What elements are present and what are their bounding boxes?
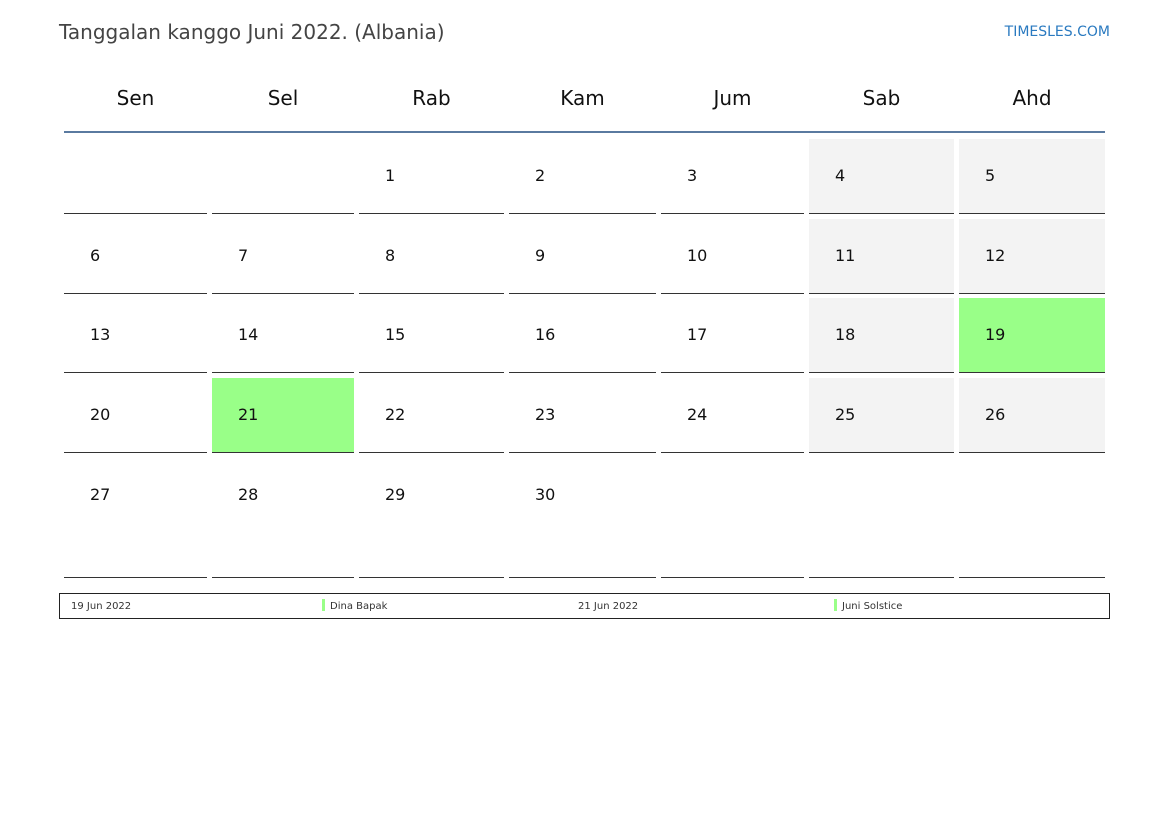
weekday-header: Ahd <box>1012 86 1052 110</box>
day-cell[interactable]: 17 <box>661 298 804 373</box>
day-cell[interactable]: 21 <box>212 378 354 453</box>
day-cell[interactable]: 19 <box>959 298 1105 373</box>
day-number: 16 <box>535 325 556 344</box>
day-number: 6 <box>90 246 101 265</box>
day-cell[interactable]: 25 <box>809 378 954 453</box>
day-cell[interactable]: 28 <box>212 458 354 578</box>
day-cell <box>809 458 954 578</box>
day-cell[interactable]: 2 <box>509 139 656 214</box>
day-cell[interactable]: 30 <box>509 458 656 578</box>
day-number: 8 <box>385 246 396 265</box>
day-number: 7 <box>238 246 249 265</box>
day-cell[interactable]: 13 <box>64 298 207 373</box>
weekday-header: Sel <box>267 86 299 110</box>
day-cell[interactable]: 16 <box>509 298 656 373</box>
day-cell[interactable]: 12 <box>959 219 1105 294</box>
day-number: 26 <box>985 405 1006 424</box>
day-number: 18 <box>835 325 856 344</box>
day-number: 3 <box>687 166 698 185</box>
day-cell[interactable]: 1 <box>359 139 504 214</box>
legend-date: 21 Jun 2022 <box>578 601 639 612</box>
day-cell[interactable]: 8 <box>359 219 504 294</box>
day-cell[interactable]: 3 <box>661 139 804 214</box>
day-cell[interactable]: 18 <box>809 298 954 373</box>
day-number: 13 <box>90 325 111 344</box>
day-cell[interactable]: 23 <box>509 378 656 453</box>
day-cell[interactable]: 22 <box>359 378 504 453</box>
day-number: 29 <box>385 485 406 504</box>
day-number: 12 <box>985 246 1006 265</box>
day-cell <box>212 139 354 214</box>
day-cell <box>661 458 804 578</box>
day-cell[interactable]: 15 <box>359 298 504 373</box>
weekday-header: Sab <box>862 86 901 110</box>
day-number: 17 <box>687 325 708 344</box>
day-number: 1 <box>385 166 396 185</box>
day-number: 15 <box>385 325 406 344</box>
day-number: 28 <box>238 485 259 504</box>
day-cell[interactable]: 29 <box>359 458 504 578</box>
day-cell[interactable]: 14 <box>212 298 354 373</box>
weekday-header: Jum <box>713 86 752 110</box>
day-number: 25 <box>835 405 856 424</box>
day-number: 4 <box>835 166 846 185</box>
day-number: 2 <box>535 166 546 185</box>
day-cell[interactable]: 7 <box>212 219 354 294</box>
day-cell[interactable]: 9 <box>509 219 656 294</box>
day-cell[interactable]: 26 <box>959 378 1105 453</box>
day-number: 27 <box>90 485 111 504</box>
day-cell <box>64 139 207 214</box>
day-number: 30 <box>535 485 556 504</box>
brand-link[interactable]: TIMESLES.COM <box>1004 24 1110 40</box>
day-number: 22 <box>385 405 406 424</box>
day-number: 11 <box>835 246 856 265</box>
day-cell <box>959 458 1105 578</box>
day-cell[interactable]: 11 <box>809 219 954 294</box>
legend-name: Dina Bapak <box>330 601 388 612</box>
holiday-legend: 19 Jun 2022 Dina Bapak 21 Jun 2022 Juni … <box>59 593 1110 619</box>
day-number: 24 <box>687 405 708 424</box>
day-cell[interactable]: 6 <box>64 219 207 294</box>
weekday-header: Rab <box>412 86 451 110</box>
day-number: 23 <box>535 405 556 424</box>
page-title: Tanggalan kanggo Juni 2022. (Albania) <box>59 20 445 44</box>
day-cell[interactable]: 20 <box>64 378 207 453</box>
day-number: 19 <box>985 325 1006 344</box>
header-divider <box>64 131 1105 133</box>
day-number: 10 <box>687 246 708 265</box>
day-cell[interactable]: 27 <box>64 458 207 578</box>
day-number: 9 <box>535 246 546 265</box>
day-cell[interactable]: 10 <box>661 219 804 294</box>
day-number: 21 <box>238 405 259 424</box>
legend-date: 19 Jun 2022 <box>71 601 132 612</box>
weekday-header: Kam <box>560 86 605 110</box>
legend-color-marker <box>322 599 325 611</box>
day-number: 20 <box>90 405 111 424</box>
legend-color-marker <box>834 599 837 611</box>
weekday-header: Sen <box>116 86 155 110</box>
day-cell[interactable]: 24 <box>661 378 804 453</box>
day-cell[interactable]: 5 <box>959 139 1105 214</box>
legend-name: Juni Solstice <box>842 601 903 612</box>
day-cell[interactable]: 4 <box>809 139 954 214</box>
day-number: 14 <box>238 325 259 344</box>
day-number: 5 <box>985 166 996 185</box>
